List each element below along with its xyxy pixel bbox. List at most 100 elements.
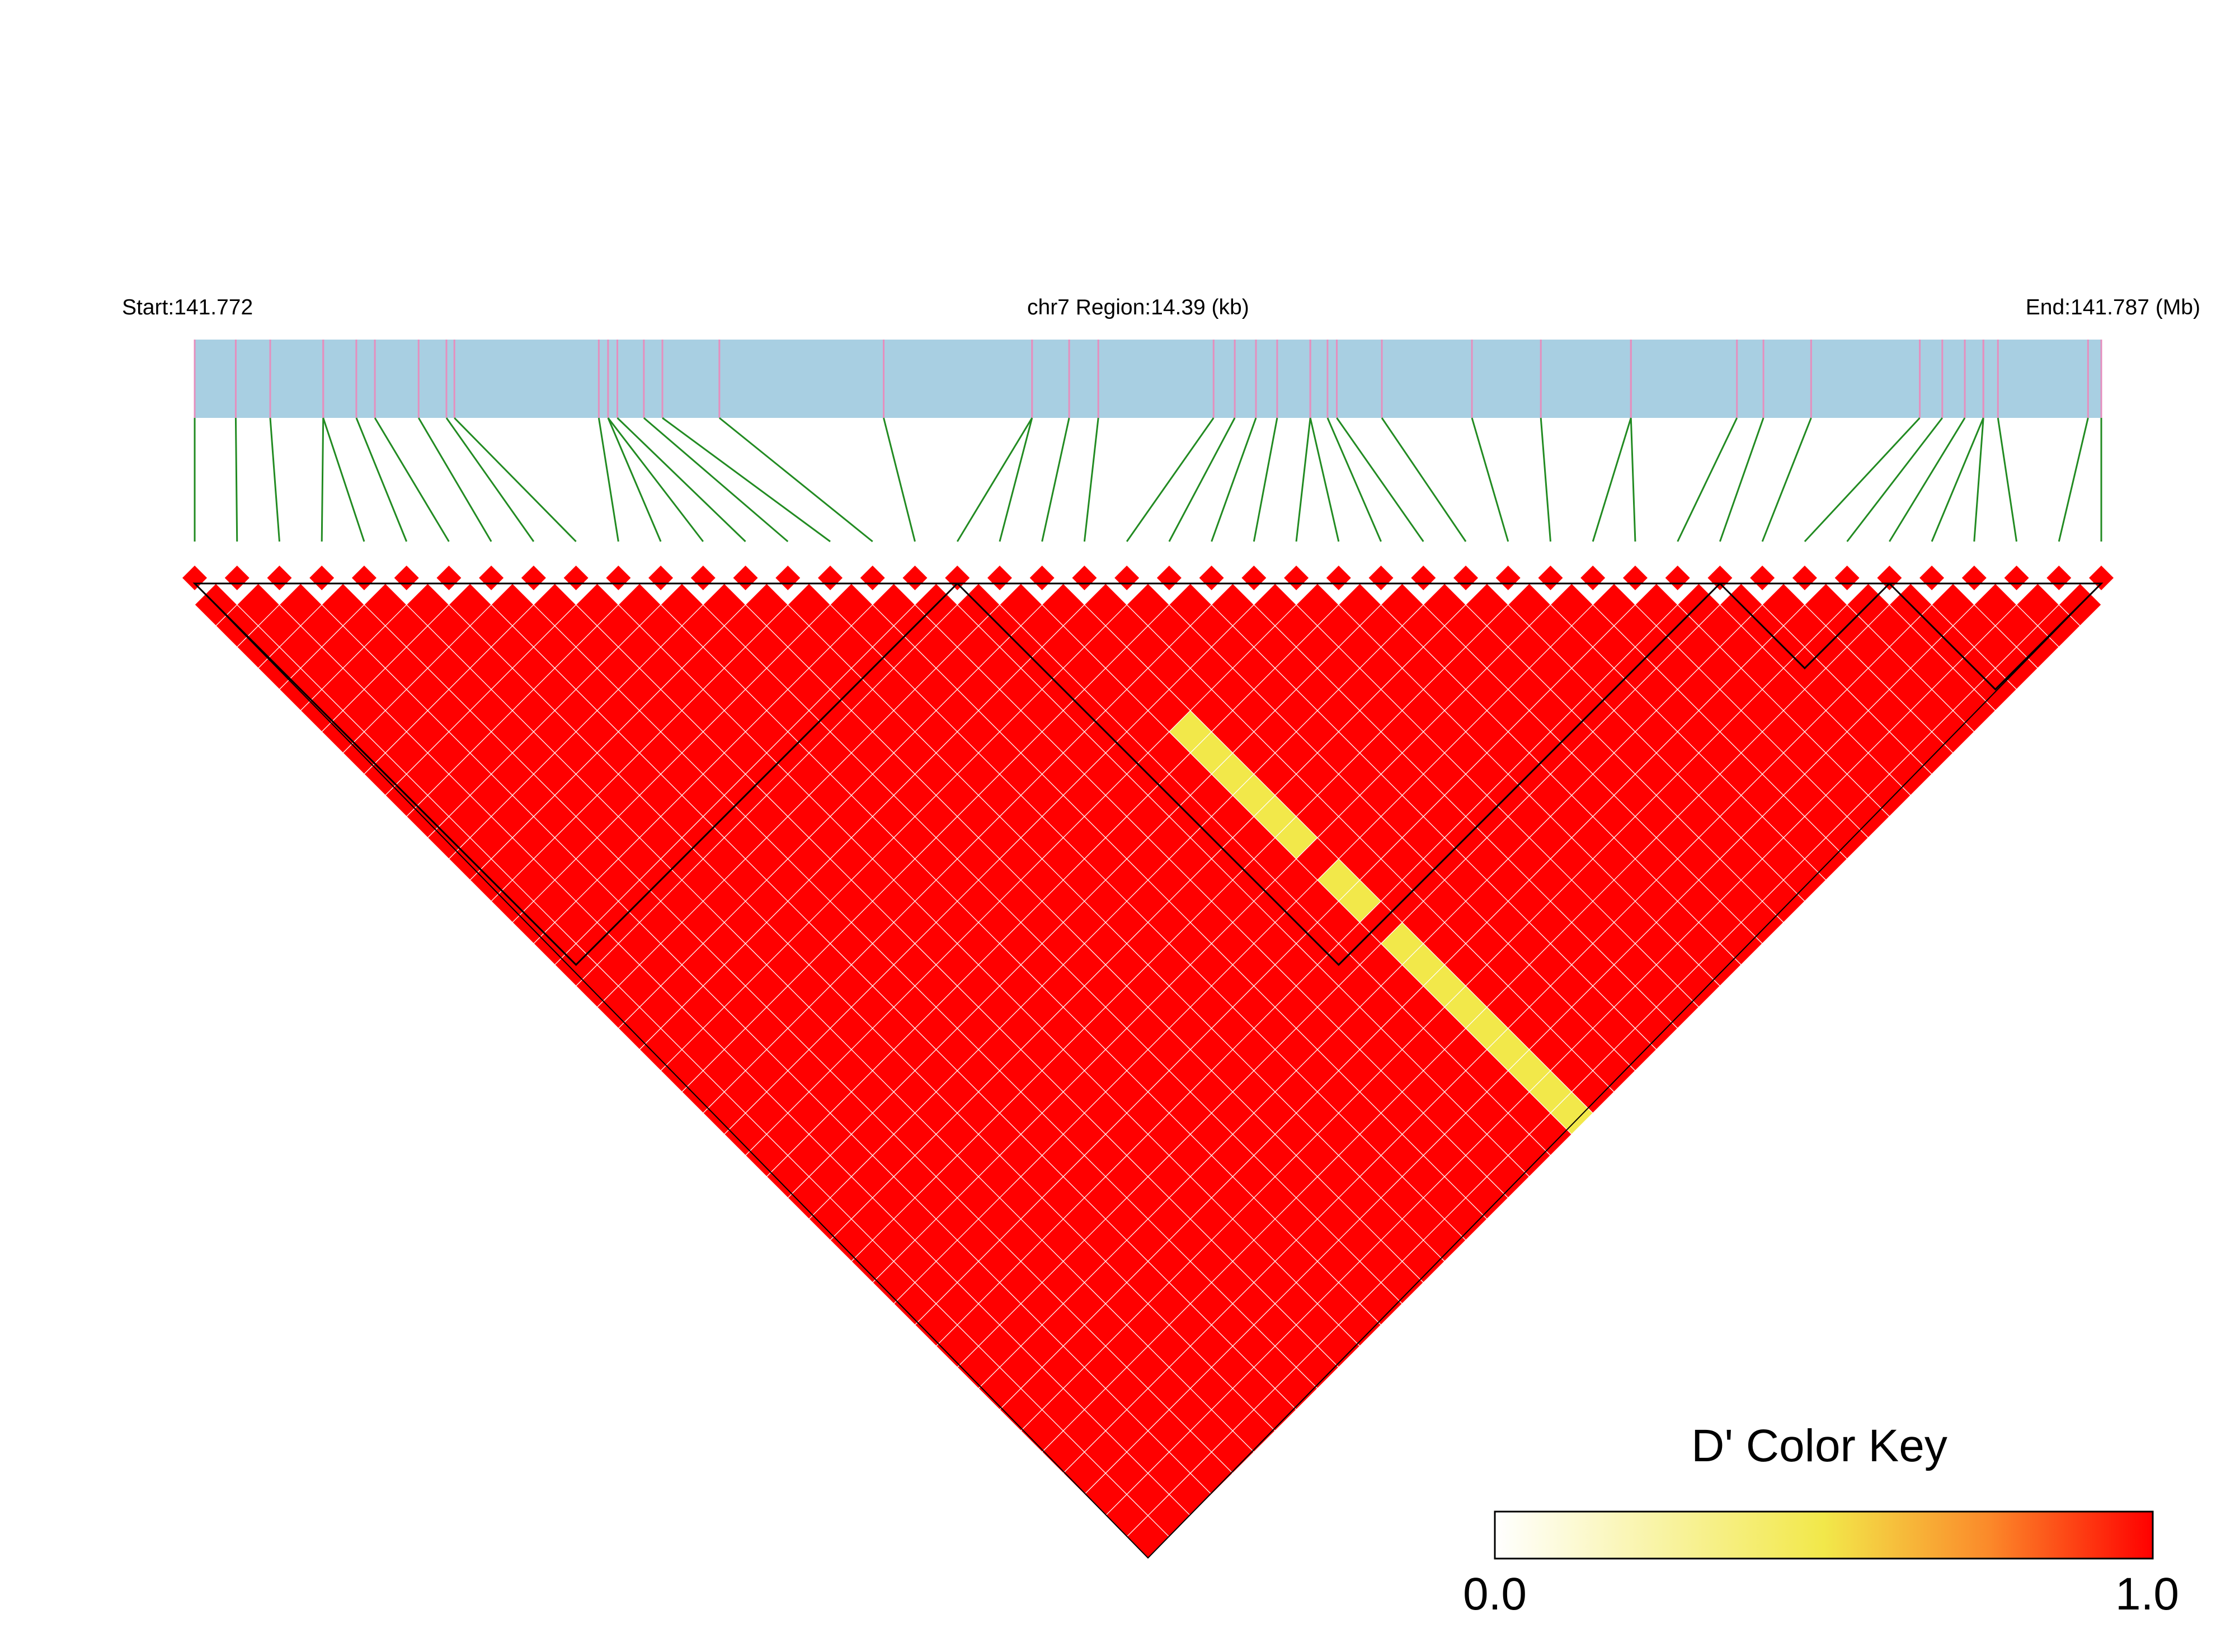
snp-connector-line bbox=[1973, 417, 1984, 542]
snp-connector-line bbox=[1719, 417, 1765, 542]
snp-connector-line bbox=[445, 417, 535, 542]
snp-marker bbox=[1114, 566, 1140, 590]
color-key-title: D' Color Key bbox=[1691, 1420, 1947, 1471]
snp-connector-line bbox=[597, 417, 619, 542]
snp-marker bbox=[394, 566, 419, 590]
ld-dprime-cells bbox=[194, 583, 2102, 1559]
snp-connector-line bbox=[617, 417, 746, 543]
snp-marker bbox=[563, 566, 589, 590]
snp-connector-line bbox=[607, 417, 704, 542]
snp-marker bbox=[1241, 566, 1267, 590]
snp-connector-line bbox=[999, 417, 1033, 542]
snp-connector-line bbox=[1381, 417, 1467, 542]
region-label: chr7 Region:14.39 (kb) bbox=[1027, 295, 1249, 319]
snp-marker bbox=[436, 566, 462, 590]
snp-marker bbox=[1792, 566, 1817, 590]
snp-connector-line bbox=[2058, 417, 2089, 542]
snp-connector-line bbox=[1295, 417, 1311, 542]
snp-marker bbox=[1284, 566, 1309, 590]
color-key-max-label: 1.0 bbox=[2115, 1569, 2179, 1620]
snp-connector-line bbox=[1761, 417, 1812, 542]
start-label: Start:141.772 bbox=[122, 295, 253, 319]
snp-connector-line bbox=[1336, 417, 1424, 542]
snp-marker bbox=[1411, 566, 1436, 590]
snp-connector-line bbox=[1889, 417, 1966, 542]
snp-position-ticks bbox=[194, 340, 2102, 418]
snp-marker bbox=[309, 566, 335, 590]
snp-marker bbox=[1368, 566, 1394, 590]
snp-connector-line bbox=[1326, 417, 1382, 542]
snp-connector-line bbox=[1126, 417, 1215, 542]
snp-marker bbox=[267, 566, 292, 590]
snp-marker bbox=[648, 566, 674, 590]
snp-marker bbox=[606, 566, 631, 590]
snp-connector-line bbox=[1630, 417, 1636, 542]
snp-connector-line bbox=[1083, 417, 1099, 542]
snp-connector-line bbox=[321, 417, 324, 542]
snp-connector-line bbox=[322, 417, 365, 542]
snp-marker bbox=[521, 566, 546, 590]
snp-marker bbox=[902, 566, 928, 590]
snp-marker bbox=[1538, 566, 1563, 590]
color-key: D' Color Key 0.0 1.0 bbox=[1463, 1420, 2179, 1620]
snp-marker bbox=[987, 566, 1012, 590]
snp-connector-line bbox=[1168, 417, 1236, 542]
snp-connector-line bbox=[718, 417, 873, 543]
snp-marker bbox=[733, 566, 758, 590]
ld-triangle-outline bbox=[193, 583, 2103, 1559]
snp-marker bbox=[1580, 566, 1606, 590]
snp-connector-line bbox=[269, 417, 280, 542]
snp-connector-lines bbox=[194, 417, 2102, 543]
snp-connector-line bbox=[1931, 417, 1984, 542]
color-key-min-label: 0.0 bbox=[1463, 1569, 1527, 1620]
snp-connector-line bbox=[662, 417, 831, 543]
snp-marker bbox=[1326, 566, 1351, 590]
snp-connector-line bbox=[1540, 417, 1551, 542]
snp-marker bbox=[775, 566, 801, 590]
snp-connector-line bbox=[1471, 417, 1509, 542]
snp-connector-line bbox=[1309, 417, 1340, 542]
snp-connector-line bbox=[417, 417, 492, 542]
snp-connector-line bbox=[355, 417, 408, 542]
snp-marker bbox=[818, 566, 843, 590]
snp-marker bbox=[1877, 566, 1902, 590]
snp-marker bbox=[1199, 566, 1224, 590]
end-label: End:141.787 (Mb) bbox=[2026, 295, 2200, 319]
snp-connector-line bbox=[1804, 417, 1921, 543]
snp-marker bbox=[1029, 566, 1055, 590]
snp-marker bbox=[2004, 566, 2029, 590]
snp-marker bbox=[1919, 566, 1945, 590]
snp-connector-line bbox=[234, 417, 238, 542]
snp-connector-line bbox=[1997, 417, 2018, 542]
color-key-gradient-bar bbox=[1494, 1510, 2154, 1560]
snp-marker bbox=[182, 566, 207, 590]
snp-connector-line bbox=[1253, 417, 1278, 542]
snp-connector-line bbox=[1846, 417, 1943, 542]
snp-marker bbox=[1453, 566, 1478, 590]
snp-connector-line bbox=[1677, 417, 1738, 542]
snp-marker bbox=[351, 566, 377, 590]
chromosome-region-track bbox=[195, 340, 2101, 418]
snp-marker bbox=[860, 566, 885, 590]
snp-marker bbox=[1834, 566, 1860, 590]
snp-marker bbox=[1622, 566, 1648, 590]
snp-marker bbox=[2089, 566, 2114, 590]
snp-marker bbox=[479, 566, 504, 590]
snp-connector-line bbox=[374, 417, 450, 542]
snp-marker bbox=[945, 566, 970, 590]
snp-marker bbox=[1495, 566, 1521, 590]
snp-marker bbox=[1750, 566, 1775, 590]
snp-connector-line bbox=[956, 417, 1033, 542]
snp-marker bbox=[1072, 566, 1097, 590]
snp-connector-line bbox=[1592, 417, 1632, 542]
snp-connector-line bbox=[607, 417, 662, 542]
snp-marker bbox=[1156, 566, 1182, 590]
snp-marker bbox=[224, 566, 250, 590]
snp-connector-line bbox=[454, 417, 577, 543]
snp-marker bbox=[690, 566, 716, 590]
snp-connector-line bbox=[1041, 417, 1070, 542]
snp-marker bbox=[1961, 566, 1987, 590]
snp-connector-line bbox=[643, 417, 789, 543]
snp-connector-line bbox=[1211, 417, 1257, 542]
